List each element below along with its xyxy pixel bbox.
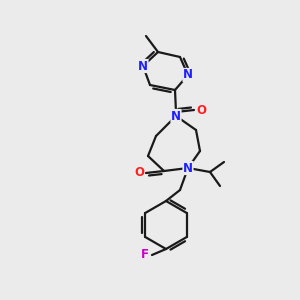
Text: N: N [138,59,148,73]
Text: F: F [141,248,149,262]
Text: O: O [134,167,144,179]
Text: N: N [183,161,193,175]
Text: N: N [171,110,181,122]
Text: O: O [196,103,206,116]
Text: N: N [183,68,193,82]
